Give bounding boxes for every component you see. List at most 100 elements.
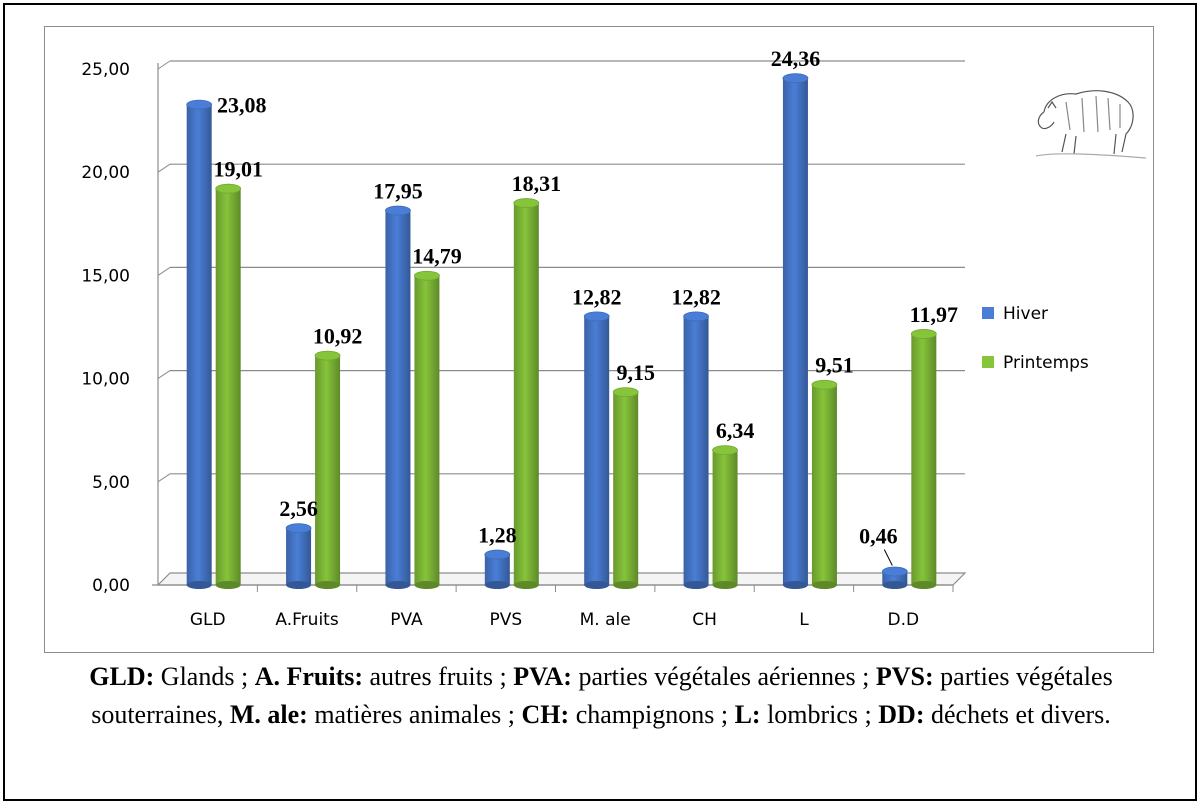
- leader-line: [883, 549, 893, 566]
- caption-definition: Glands ;: [154, 662, 255, 691]
- bar-printemps-male: [613, 392, 639, 585]
- caption-abbrev: L:: [734, 700, 761, 729]
- y-tick-label: 0,00: [92, 576, 130, 596]
- x-category-label: A.Fruits: [275, 610, 338, 630]
- boar-illustration: [1035, 90, 1147, 159]
- data-label: 11,97: [910, 302, 958, 327]
- gridline-diag: [157, 473, 171, 483]
- bar-base: [911, 581, 937, 589]
- bar-top: [385, 205, 411, 216]
- y-tick-label: 20,00: [81, 163, 130, 183]
- bar-printemps-pva: [414, 275, 440, 585]
- figure-frame: [3, 3, 1197, 801]
- y-tick-label: 15,00: [81, 266, 130, 286]
- caption-definition: autres fruits ;: [363, 662, 514, 691]
- bar-base: [712, 581, 738, 589]
- legend-swatch-hiver: [982, 307, 994, 319]
- data-label: 9,15: [616, 360, 655, 385]
- bar-printemps-pvs: [513, 203, 539, 585]
- x-category-label: D.D: [888, 610, 920, 630]
- bar-top: [186, 99, 213, 110]
- x-category-label: L: [799, 610, 809, 630]
- data-label: 10,92: [313, 324, 363, 349]
- legend-swatch-printemps: [982, 356, 994, 368]
- data-label: 12,82: [671, 284, 721, 309]
- bar-top: [414, 270, 440, 281]
- bar-top: [484, 549, 511, 560]
- x-category-label: CH: [692, 610, 717, 630]
- bar-base: [215, 581, 241, 589]
- y-tick-label: 5,00: [92, 473, 130, 493]
- chart-floor: [152, 63, 967, 592]
- bar-base: [186, 581, 212, 589]
- caption-definition: lombrics ;: [760, 700, 879, 729]
- bar-base: [613, 581, 639, 589]
- bar-top: [881, 566, 908, 577]
- data-label: 18,31: [512, 171, 562, 196]
- gridlines: [157, 60, 965, 483]
- data-label: 0,46: [859, 524, 898, 549]
- bar-printemps-ch: [712, 450, 738, 585]
- bar-base: [782, 581, 808, 589]
- bar-base: [513, 581, 539, 589]
- caption-definition: déchets et divers.: [924, 700, 1111, 729]
- caption-abbrev: GLD:: [89, 662, 155, 691]
- bar-hiver-afruits: [286, 528, 312, 585]
- chart-floor-plane: [156, 572, 967, 586]
- bar-hiver-gld: [186, 104, 212, 586]
- gridline-diag: [157, 60, 171, 70]
- caption-abbrev: PVA:: [513, 662, 572, 691]
- data-label: 6,34: [716, 418, 755, 443]
- bar-hiver-ch: [683, 316, 709, 585]
- bar-top: [583, 311, 610, 322]
- caption-definition: parties végétales aériennes ;: [571, 662, 876, 691]
- bars: [186, 73, 937, 589]
- data-label: 14,79: [412, 244, 462, 269]
- data-labels: 23,08 19,01 2,56 10,92 17,95 14,79 1,28 18,31 12…: [213, 46, 958, 566]
- bar-top: [314, 350, 341, 361]
- caption-abbrev: DD:: [878, 700, 925, 729]
- x-category-label: PVS: [489, 610, 522, 630]
- bar-chart: 0,00 5,00 10,00 15,00 20,00 25,00 GLD A.Fruits…: [81, 46, 1147, 630]
- bar-hiver-l: [782, 78, 808, 586]
- bar-top: [215, 183, 242, 194]
- x-category-label: PVA: [390, 610, 423, 630]
- figure-caption: GLD: Glands ; A. Fruits: autres fruits ;…: [30, 658, 1172, 734]
- bar-base: [584, 581, 610, 589]
- gridline-diag: [157, 370, 171, 380]
- bar-printemps-dd: [911, 333, 937, 585]
- caption-abbrev: PVS:: [875, 662, 934, 691]
- bar-top: [910, 329, 937, 339]
- bar-top: [712, 445, 738, 456]
- x-category-label: M. ale: [580, 610, 631, 630]
- y-axis-ticks: 0,00 5,00 10,00 15,00 20,00 25,00: [81, 60, 130, 596]
- bar-hiver-male: [584, 316, 610, 585]
- x-category-label: GLD: [190, 610, 226, 630]
- data-label: 12,82: [572, 284, 622, 309]
- bar-top: [811, 379, 838, 390]
- bar-base: [683, 581, 709, 589]
- data-label: 9,51: [815, 353, 854, 378]
- y-tick-label: 25,00: [81, 60, 130, 80]
- caption-definition: matières animales ;: [307, 700, 522, 729]
- data-label: 17,95: [373, 179, 423, 204]
- bar-base: [484, 581, 510, 589]
- caption-definition: champignons ;: [569, 700, 735, 729]
- data-label: 1,28: [478, 523, 517, 548]
- bar-printemps-afruits: [315, 355, 341, 585]
- gridline-diag: [157, 266, 171, 276]
- caption-abbrev: A. Fruits:: [254, 662, 364, 691]
- bar-top: [513, 198, 540, 208]
- bar-printemps-gld: [215, 188, 241, 585]
- bar-printemps-l: [811, 384, 837, 585]
- bar-base: [315, 581, 341, 589]
- data-label: 19,01: [213, 157, 263, 182]
- y-tick-label: 10,00: [81, 370, 130, 390]
- caption-abbrev: M. ale:: [229, 700, 308, 729]
- bar-base: [414, 581, 440, 589]
- bar-base: [385, 581, 411, 589]
- bar-base: [286, 581, 312, 589]
- legend-label-printemps: Printemps: [1003, 353, 1089, 373]
- data-label: 23,08: [217, 93, 267, 118]
- bar-top: [683, 311, 709, 322]
